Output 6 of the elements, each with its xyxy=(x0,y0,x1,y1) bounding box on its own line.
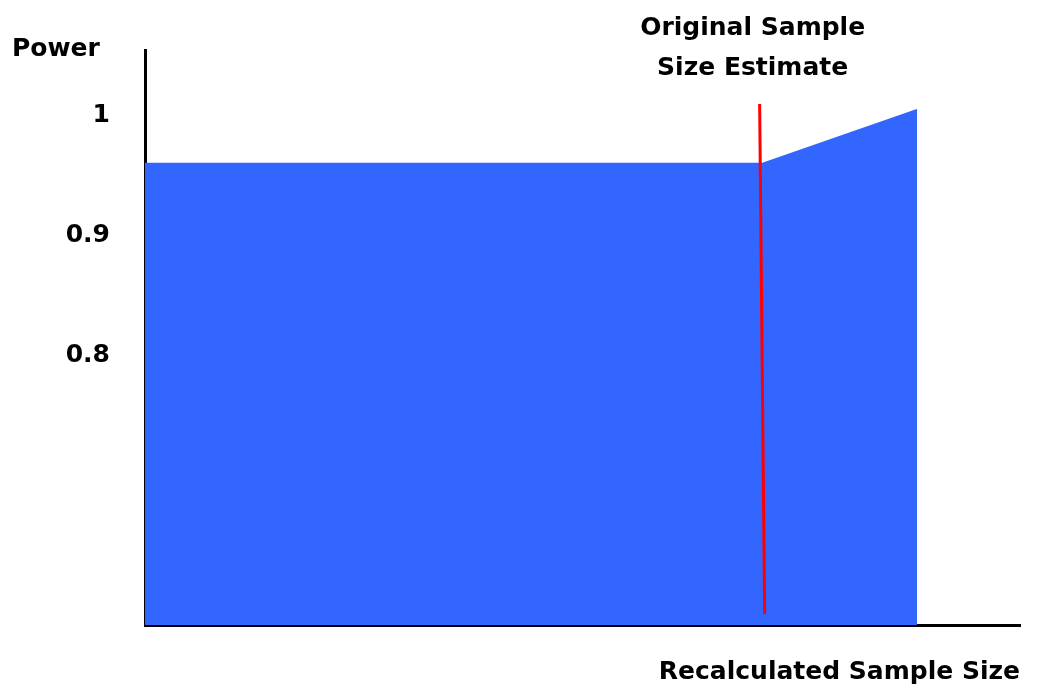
annotation: Original Sample Size Estimate xyxy=(640,12,866,81)
x-axis-title: Recalculated Sample Size xyxy=(658,655,1020,685)
y-tick-label: 0.9 xyxy=(65,219,110,249)
y-axis-title: Power xyxy=(12,33,101,62)
y-tick-label: 1 xyxy=(92,99,110,129)
y-tick-label: 0.8 xyxy=(65,338,110,368)
